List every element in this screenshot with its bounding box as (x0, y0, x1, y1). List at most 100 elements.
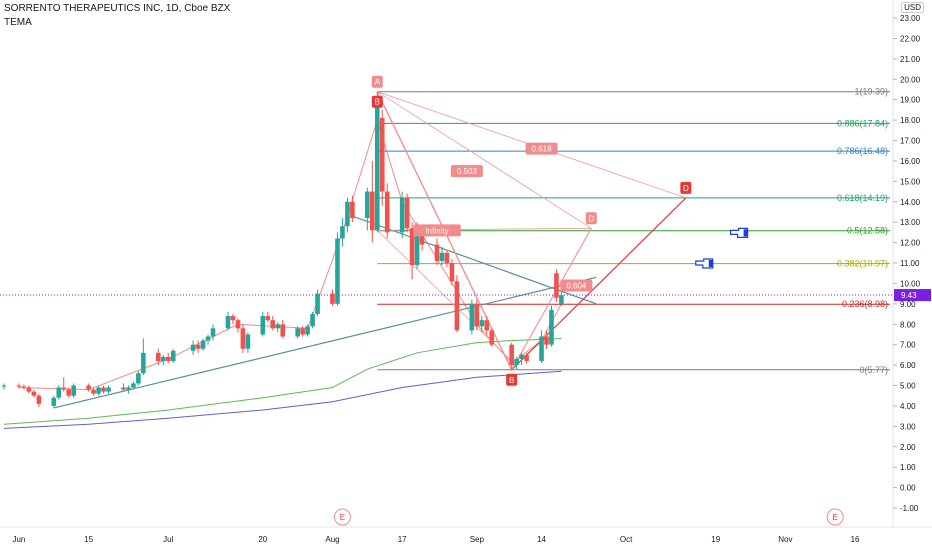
pattern-guide-line (377, 91, 592, 229)
price-tick-label: 12.00 (900, 239, 921, 248)
annotation-labels-layer: A B B D D 0.503 0.618 Infinity 0.604 E E 9.43 (333, 75, 931, 526)
candle-body (91, 389, 96, 394)
price-tick-label: 2.00 (900, 443, 916, 452)
drawings-layer (0, 91, 892, 409)
price-tick-label: 1.00 (900, 463, 916, 472)
price-tick-label: 0.00 (900, 484, 916, 493)
earnings-event-marker (826, 508, 844, 526)
candle-body (165, 356, 171, 361)
candle-body (280, 324, 286, 337)
candle-body (439, 252, 445, 261)
candle-body (31, 391, 37, 396)
candle-body (434, 244, 440, 261)
pattern-ratio-badge (413, 224, 461, 237)
pattern-point-label: D (588, 214, 594, 223)
time-tick-label: 15 (84, 535, 93, 544)
price-tick-label: 3.00 (900, 422, 916, 431)
time-tick-label: Jul (163, 535, 173, 544)
pattern-point-badge (506, 373, 518, 386)
candle-body (374, 99, 380, 231)
candle-body (519, 354, 524, 359)
candle-body (36, 395, 42, 404)
candle-body (479, 320, 485, 327)
price-tick-label: 22.00 (900, 34, 921, 43)
candle-body (260, 316, 266, 335)
moving-average-green-line (3, 338, 562, 425)
pattern-point-label: B (375, 98, 380, 107)
candle-body (61, 387, 67, 390)
trendline (53, 276, 597, 409)
candle-body (340, 226, 345, 239)
harmonic-pattern-leg (376, 91, 592, 372)
candle-body (454, 281, 460, 331)
candle-body (225, 316, 231, 329)
candle-body (295, 328, 300, 337)
candle-body (315, 293, 320, 315)
time-tick-label: 20 (258, 535, 267, 544)
fib-level-label: 0.786(16.48) (837, 146, 888, 156)
candle-body (384, 191, 390, 233)
time-tick-label: Jun (12, 535, 25, 544)
price-tick-label: 15.00 (900, 177, 921, 186)
moving-average-blue-line (3, 370, 562, 429)
pattern-ratio-badge (560, 279, 593, 292)
candle-body (21, 386, 27, 388)
candle-body (524, 354, 529, 361)
price-tick-label: 23.00 (900, 14, 921, 23)
candle-body (399, 197, 405, 233)
earnings-event-label: E (832, 513, 837, 522)
candle-body (265, 316, 271, 321)
pattern-guide-line (376, 230, 512, 362)
candle-body (86, 385, 91, 390)
pointing-hand-cuff (743, 229, 748, 237)
candle-body (245, 334, 251, 349)
candle-body (106, 387, 111, 392)
candle-body (126, 387, 131, 390)
pattern-point-badge (680, 181, 692, 194)
candle-body (365, 191, 370, 219)
price-tick-label: 21.00 (900, 55, 921, 64)
fib-level-label: 0.382(10.97) (837, 259, 888, 269)
candle-body (230, 316, 236, 321)
candle-body (240, 328, 246, 349)
earnings-event-marker (333, 508, 351, 526)
candle-body (26, 387, 32, 392)
candle-body (414, 234, 420, 266)
candle-body (469, 303, 475, 331)
indicator-legend-tema[interactable]: TEMA (4, 17, 32, 28)
candle-body (539, 336, 544, 361)
price-tick-label: 19.00 (900, 96, 921, 105)
candle-body (419, 234, 425, 245)
fibonacci-layer: 0(5.77) 0.236(8.98) 0.382(10.97) 0.5(12.58)… (377, 87, 890, 375)
pattern-point-badge (371, 95, 383, 108)
time-tick-label: 19 (711, 535, 720, 544)
candle-body (195, 344, 201, 349)
tema-line (18, 118, 562, 391)
pattern-point-label: B (509, 376, 514, 385)
symbol-title[interactable]: SORRENTO THERAPEUTICS INC, 1D, Cboe BZX (4, 3, 231, 14)
time-tick-label: Aug (325, 535, 339, 544)
pattern-ratio-label: Infinity (425, 226, 448, 235)
currency-label[interactable]: USD (901, 2, 924, 13)
candle-body (155, 352, 161, 361)
candle-body (1, 385, 7, 387)
price-tick-label: 11.00 (900, 259, 920, 268)
earnings-event-label: E (340, 513, 345, 522)
pointing-hand-outline (695, 258, 714, 269)
pattern-ratio-label: 0.604 (566, 281, 587, 290)
candle-body (509, 344, 514, 366)
price-tick-label: 16.00 (900, 157, 921, 166)
pattern-guide-line (377, 227, 592, 231)
pointing-hand-outline (729, 227, 749, 238)
candle-body (404, 197, 410, 229)
candle-body (16, 385, 22, 387)
fib-level-label: 0.5(12.58) (847, 226, 888, 236)
candle-body (444, 252, 450, 263)
pattern-point-label: D (683, 184, 689, 193)
candle-body (484, 320, 490, 331)
candle-body (210, 328, 216, 337)
candle-body (514, 358, 519, 366)
price-tick-label: 17.00 (900, 137, 921, 146)
